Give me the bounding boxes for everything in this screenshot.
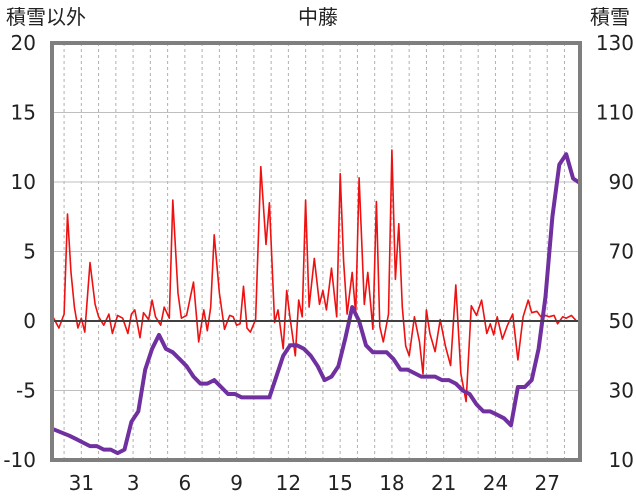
- left-tick-label: 5: [23, 240, 36, 264]
- x-tick-label: 18: [379, 471, 404, 495]
- x-tick-label: 21: [431, 471, 456, 495]
- x-tick-label: 6: [178, 471, 191, 495]
- x-tick-label: 27: [534, 471, 559, 495]
- left-tick-label: 10: [11, 170, 36, 194]
- left-tick-label: 15: [11, 101, 36, 125]
- x-tick-label: 3: [127, 471, 140, 495]
- left-tick-label: 0: [23, 309, 36, 333]
- series-layer: [50, 149, 581, 456]
- right-tick-label: 50: [609, 309, 634, 333]
- right-tick-label: 110: [596, 101, 634, 125]
- left-axis-label: 積雪以外: [6, 5, 86, 29]
- x-tick-label: 12: [276, 471, 301, 495]
- right-tick-label: 130: [596, 31, 634, 55]
- right-tick-label: 30: [609, 379, 634, 403]
- right-tick-label: 70: [609, 240, 634, 264]
- right-tick-label: 90: [609, 170, 634, 194]
- series-line-1: [52, 149, 578, 403]
- grid-layer: [52, 42, 580, 461]
- x-tick-label: 15: [327, 471, 352, 495]
- series-line-2: [50, 152, 581, 456]
- x-tick-label: 9: [230, 471, 243, 495]
- chart-title: 中藤: [298, 5, 338, 29]
- right-tick-label: 10: [609, 448, 634, 472]
- axis-layer: -10 -5 0 5 10 15 20 10 30 50 70 90 110 130 31 3 6 9 12 15 18…: [3, 31, 634, 495]
- x-tick-label: 31: [69, 471, 94, 495]
- left-tick-label: -10: [3, 448, 36, 472]
- x-tick-label: 24: [483, 471, 508, 495]
- right-axis-label: 積雪: [590, 5, 630, 29]
- plot-frame: [50, 41, 582, 462]
- left-tick-label: 20: [11, 31, 36, 55]
- left-tick-label: -5: [16, 379, 36, 403]
